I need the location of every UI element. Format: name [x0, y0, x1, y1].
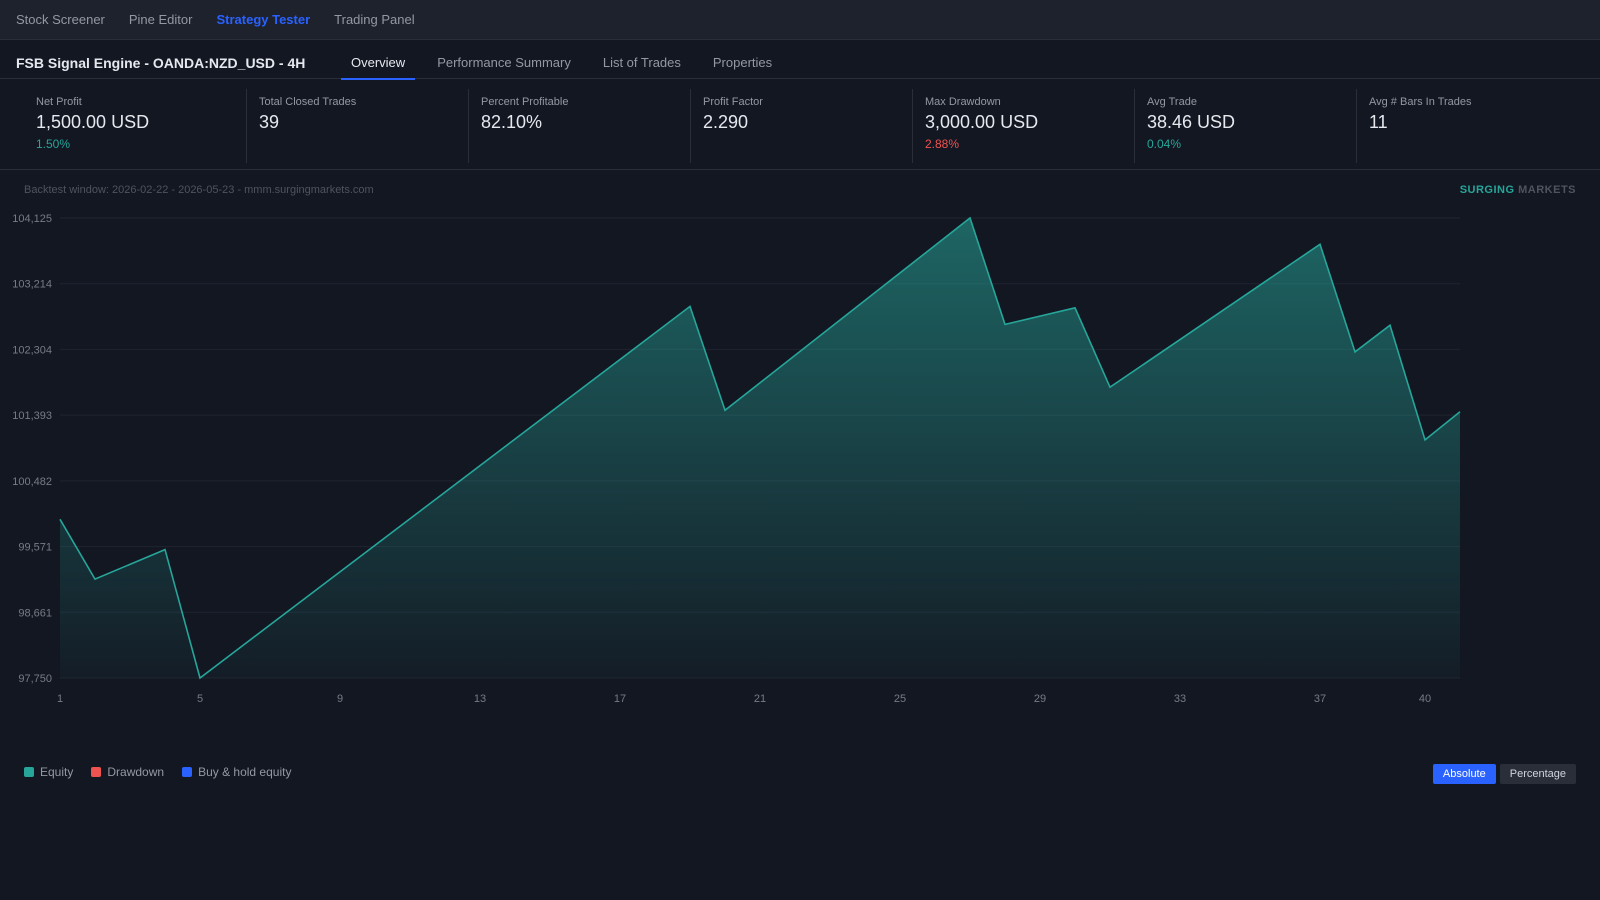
tab-performance-summary[interactable]: Performance Summary [437, 55, 571, 70]
metric-avg-bars-in-trades: Avg # Bars In Trades 11 [1356, 89, 1578, 163]
metric-label: Profit Factor [703, 96, 763, 108]
equity-point [1458, 410, 1462, 414]
x-tick-label: 13 [474, 693, 486, 705]
legend-item-buy-hold[interactable]: Buy & hold equity [182, 765, 291, 779]
metric-value: 1,500.00 USD [36, 112, 150, 132]
equity-point [1318, 242, 1322, 246]
legend-item-drawdown[interactable]: Drawdown [91, 765, 164, 779]
x-tick-label: 17 [614, 693, 626, 705]
metric-label: Total Closed Trades [259, 96, 357, 108]
metric-value: 39 [259, 112, 280, 132]
equity-chart[interactable]: 97,750 98,661 99,571 100,482 101,393 102,304 1… [0, 170, 1600, 730]
x-tick-label: 9 [337, 693, 343, 705]
nav-trading-panel[interactable]: Trading Panel [334, 12, 415, 27]
equity-chart-area: Backtest window: 2026-02-22 - 2026-05-23… [0, 170, 1600, 730]
metric-avg-trade: Avg Trade 38.46 USD 0.04% [1134, 89, 1356, 163]
metric-max-drawdown: Max Drawdown 3,000.00 USD 2.88% [912, 89, 1134, 163]
x-tick-label: 21 [754, 693, 766, 705]
legend-item-equity[interactable]: Equity [24, 765, 73, 779]
metric-value: 2.290 [703, 112, 749, 132]
equity-point [93, 577, 97, 581]
equity-point [1388, 323, 1392, 327]
metric-percent-profitable: Percent Profitable 82.10% [468, 89, 690, 163]
strategy-header: FSB Signal Engine - OANDA:NZD_USD - 4H O… [0, 40, 1600, 80]
legend-label: Drawdown [107, 765, 165, 779]
buy-hold-swatch-icon [182, 767, 193, 777]
x-tick-label: 1 [57, 693, 63, 705]
strategy-title: FSB Signal Engine - OANDA:NZD_USD - 4H [16, 55, 306, 71]
metric-value: 38.46 USD [1147, 112, 1236, 132]
top-navigation: Stock Screener Pine Editor Strategy Test… [0, 0, 1600, 40]
equity-point [1423, 438, 1427, 442]
y-tick-label: 100,482 [12, 476, 52, 488]
equity-area [60, 218, 1460, 678]
y-tick-label: 97,750 [18, 673, 52, 685]
metric-value: 3,000.00 USD [925, 112, 1039, 132]
metric-profit-factor: Profit Factor 2.290 [690, 89, 912, 163]
brand-part-2: MARKETS [1518, 184, 1576, 196]
tab-overview[interactable]: Overview [341, 40, 416, 80]
metric-sub: 2.88% [925, 137, 960, 151]
y-tick-label: 102,304 [12, 344, 52, 356]
legend-label: Equity [40, 765, 74, 779]
absolute-button[interactable]: Absolute [1432, 764, 1496, 784]
equity-series-line [59, 216, 1461, 680]
brand-part-1: SURGING [1459, 184, 1515, 196]
nav-stock-screener[interactable]: Stock Screener [16, 12, 105, 27]
equity-point [1003, 322, 1007, 326]
metric-label: Max Drawdown [925, 96, 1001, 108]
equity-point [1073, 306, 1077, 310]
tab-bar: Overview Performance Summary List of Tra… [341, 40, 794, 80]
x-tick-label: 29 [1034, 693, 1046, 705]
tab-properties[interactable]: Properties [712, 55, 773, 70]
x-tick-label: 40 [1419, 693, 1431, 705]
y-tick-label: 103,214 [12, 279, 52, 291]
metric-label: Avg # Bars In Trades [1369, 96, 1472, 108]
percentage-button[interactable]: Percentage [1499, 764, 1576, 784]
y-tick-label: 101,393 [12, 410, 52, 422]
x-tick-label: 33 [1174, 693, 1186, 705]
metrics-strip: Net Profit 1,500.00 USD 1.50% Total Clos… [0, 79, 1600, 170]
equity-point [723, 408, 727, 412]
nav-pine-editor[interactable]: Pine Editor [128, 12, 193, 27]
equity-point [163, 548, 167, 552]
brand-logo: SURGING MARKETS [1460, 184, 1576, 196]
metric-label: Avg Trade [1147, 96, 1197, 108]
scale-toggle: Absolute Percentage [1429, 764, 1576, 784]
drawdown-swatch-icon [91, 767, 102, 777]
equity-point [1353, 350, 1357, 354]
equity-point [968, 216, 972, 220]
metric-label: Net Profit [36, 96, 82, 108]
equity-swatch-icon [24, 767, 34, 777]
equity-point [1108, 385, 1112, 389]
y-tick-label: 98,661 [18, 607, 52, 619]
legend-label: Buy & hold equity [198, 765, 292, 779]
nav-strategy-tester[interactable]: Strategy Tester [216, 12, 311, 27]
equity-point [198, 676, 202, 680]
x-tick-label: 5 [197, 693, 203, 705]
metric-total-closed-trades: Total Closed Trades 39 [246, 89, 468, 163]
y-tick-label: 99,571 [18, 542, 52, 554]
x-tick-label: 37 [1314, 693, 1326, 705]
metric-sub: 0.04% [1147, 137, 1182, 151]
metric-label: Percent Profitable [481, 96, 569, 108]
equity-point [688, 304, 692, 308]
y-tick-label: 104,125 [12, 213, 52, 225]
x-tick-label: 25 [894, 693, 906, 705]
metric-net-profit: Net Profit 1,500.00 USD 1.50% [24, 89, 246, 163]
metric-value: 11 [1369, 112, 1388, 132]
metric-sub: 1.50% [36, 137, 71, 151]
metric-value: 82.10% [481, 112, 543, 132]
equity-point [58, 517, 62, 521]
tab-list-of-trades[interactable]: List of Trades [602, 55, 681, 70]
chart-legend: Equity Drawdown Buy & hold equity [24, 765, 309, 779]
backtest-window-note: Backtest window: 2026-02-22 - 2026-05-23… [24, 184, 374, 196]
